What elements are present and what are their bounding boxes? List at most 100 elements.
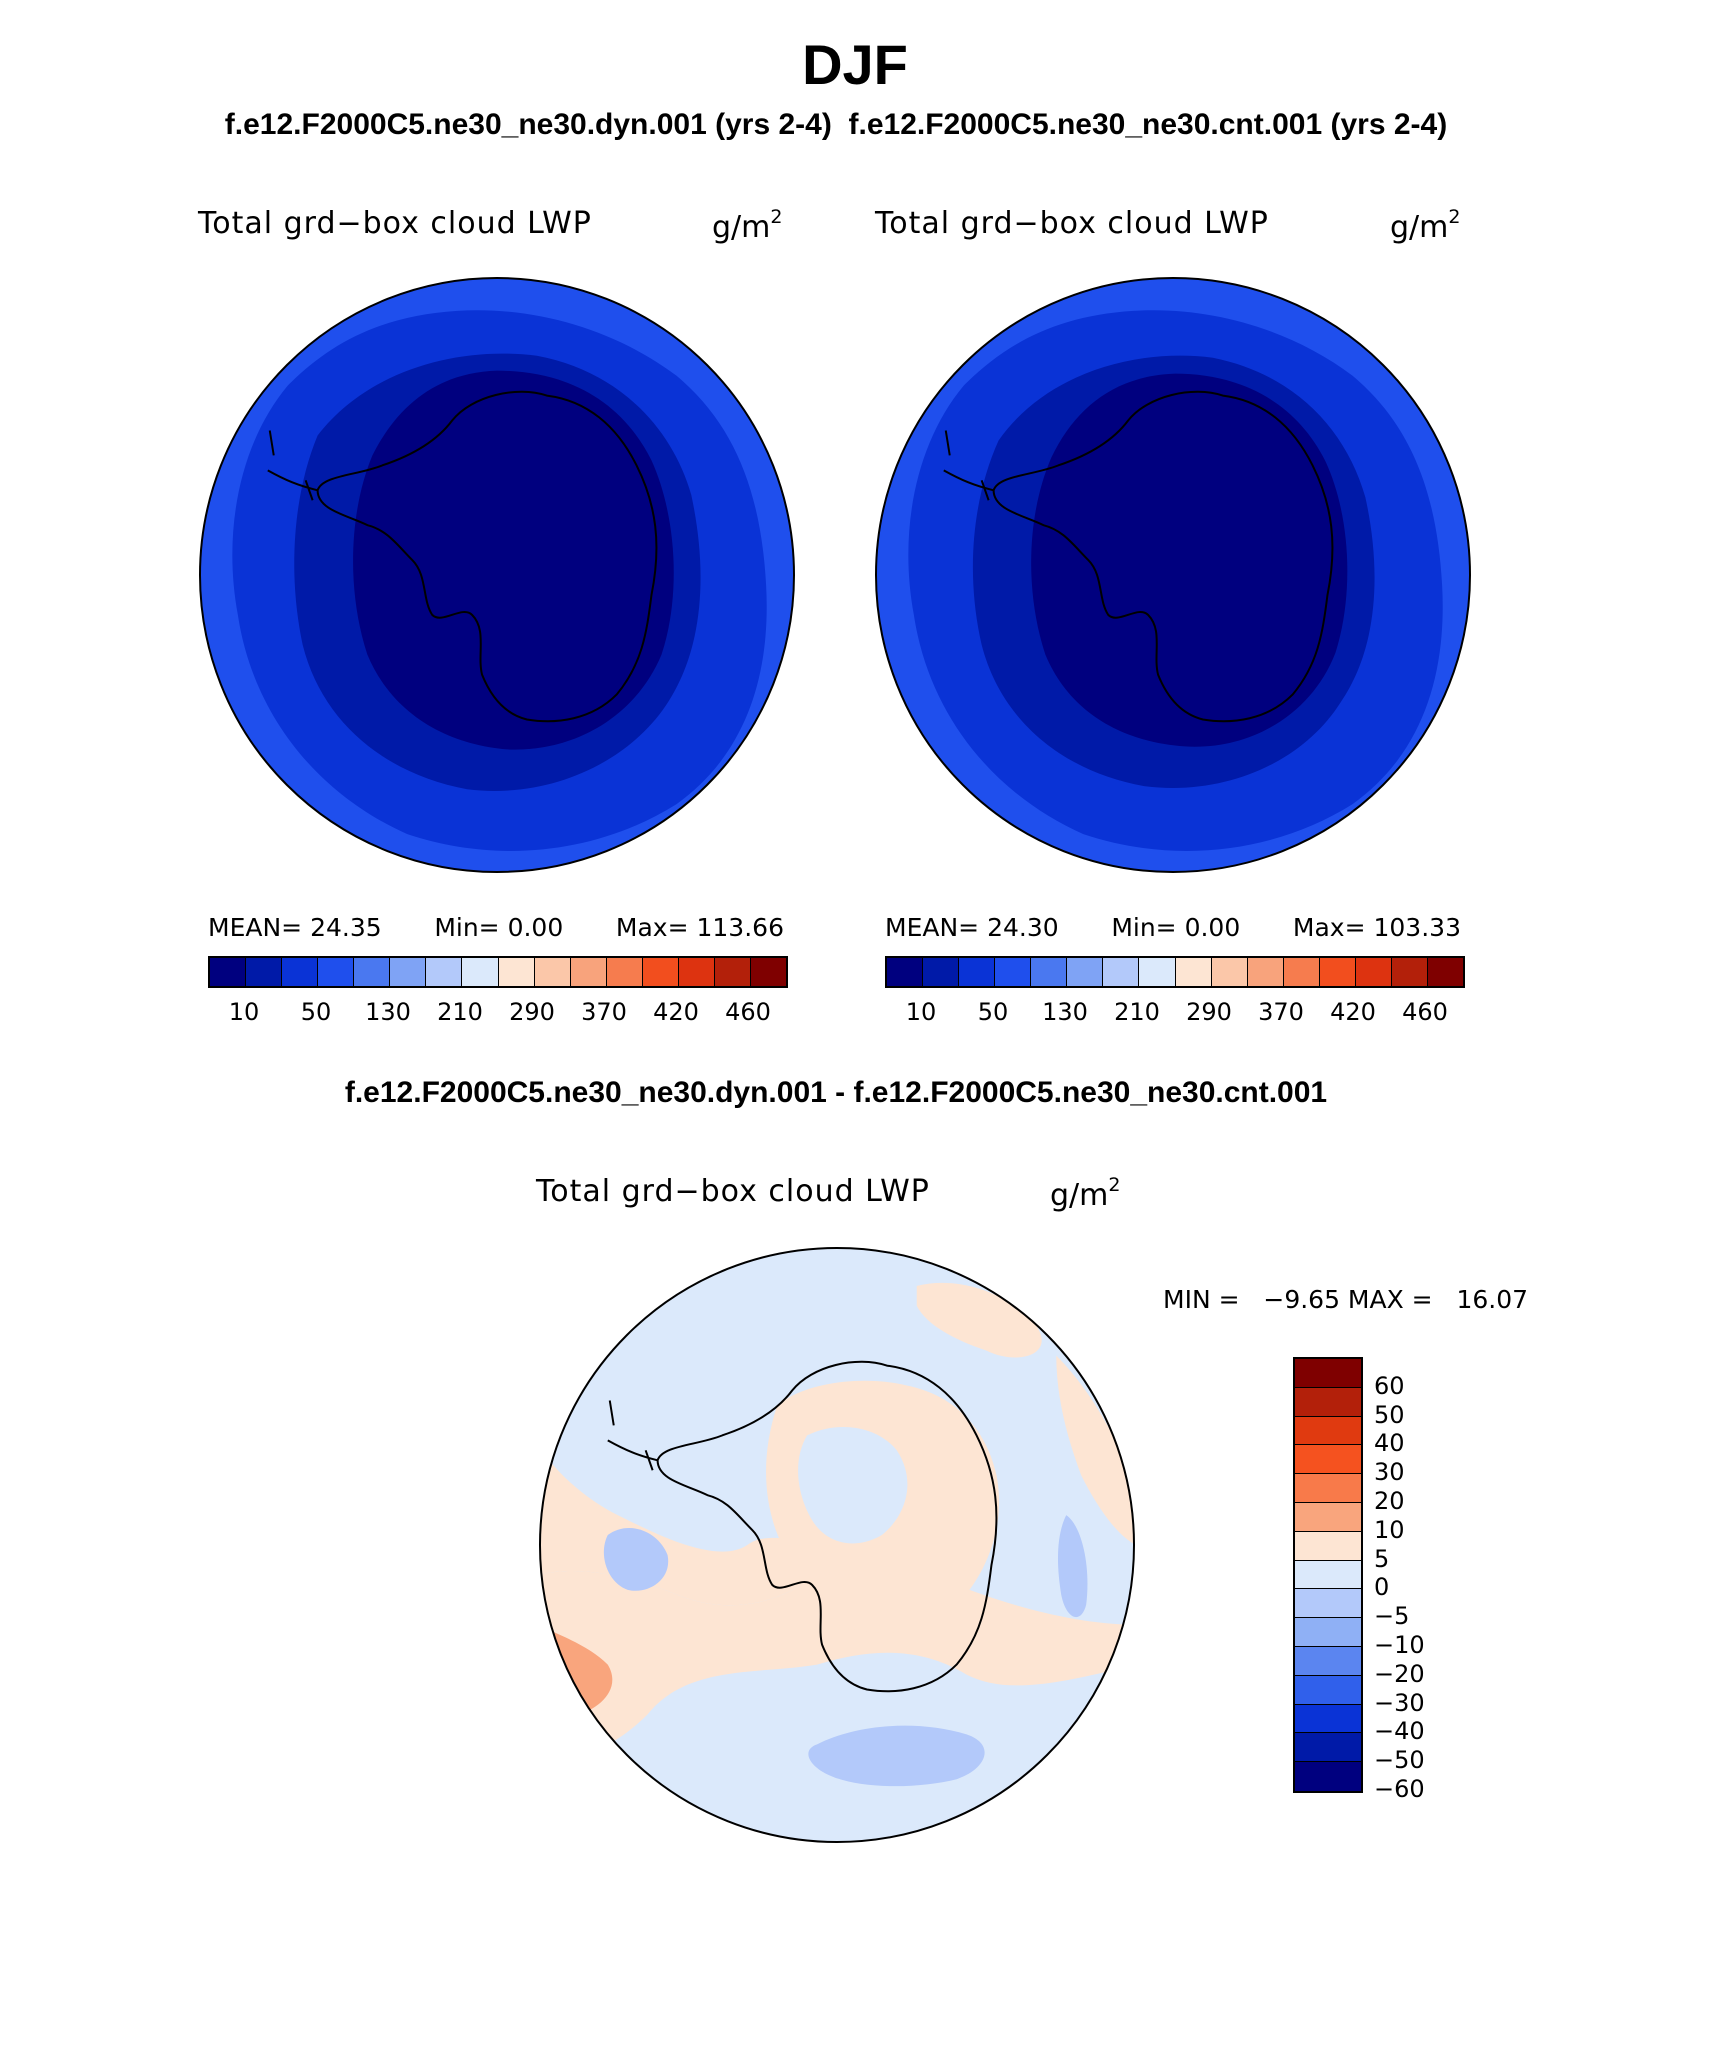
left-antarctica-outline [316, 390, 658, 723]
diff-minmax: MIN = −9.65 MAX = 16.07 [1163, 1285, 1529, 1314]
left-colorbar-swatch [570, 958, 607, 986]
right-colorbar-swatch [1103, 958, 1140, 986]
diff-colorbar-tick-label: 30 [1374, 1458, 1405, 1487]
left-colorbar-swatch [210, 958, 247, 986]
right-antarctica-outline [992, 390, 1334, 723]
diff-colorbar-tick-label: −5 [1374, 1602, 1410, 1631]
diff-peninsula-outline [607, 1400, 658, 1471]
diff-colorbar-swatch [1295, 1387, 1361, 1417]
diff-positive-patch [916, 1282, 1042, 1358]
difference-heading: f.e12.F2000C5.ne30_ne30.dyn.001 - f.e12.… [344, 1076, 1328, 1109]
diff-colorbar-tick-label: 40 [1374, 1429, 1405, 1458]
right-band-core [1031, 373, 1348, 747]
left-colorbar-swatch [498, 958, 535, 986]
diff-panel-title: Total grd−box cloud LWP [536, 1174, 930, 1209]
right-max-value: 103.33 [1373, 913, 1461, 942]
left-map [198, 276, 796, 874]
left-band-core [353, 370, 674, 750]
diff-colorbar-tick-label: −30 [1374, 1688, 1425, 1717]
diff-colorbar-swatch [1295, 1359, 1361, 1388]
right-colorbar-swatch [1067, 958, 1104, 986]
right-colorbar-tick-label: 420 [1330, 998, 1376, 1026]
left-colorbar-tick-label: 420 [653, 998, 699, 1026]
diff-colorbar-tick-label: −40 [1374, 1717, 1425, 1746]
diff-positive-patch [1056, 1355, 1135, 1545]
diff-colorbar-swatch [1295, 1675, 1361, 1705]
left-colorbar-swatch [750, 958, 786, 986]
diff-positive-patch [539, 1571, 1135, 1765]
right-colorbar-tick-label: 460 [1402, 998, 1448, 1026]
left-colorbar-tick-label: 290 [509, 998, 555, 1026]
diff-colorbar-swatch [1295, 1445, 1361, 1475]
left-colorbar-tick-label: 460 [725, 998, 771, 1026]
left-colorbar-tick-label: 10 [228, 998, 260, 1026]
left-colorbar-swatch [246, 958, 283, 986]
right-colorbar-swatch [887, 958, 924, 986]
diff-negative-patch [1057, 1515, 1088, 1618]
diff-map [538, 1246, 1136, 1844]
diff-colorbar-swatch [1295, 1531, 1361, 1561]
right-colorbar-swatch [1283, 958, 1320, 986]
diff-colorbar-tick-label: 5 [1374, 1544, 1390, 1573]
left-colorbar-swatch [426, 958, 463, 986]
right-colorbar-tick-label: 10 [905, 998, 937, 1026]
case-names: f.e12.F2000C5.ne30_ne30.dyn.001 (yrs 2-4… [0, 108, 1672, 142]
right-panel-title: Total grd−box cloud LWP [875, 206, 1269, 241]
right-colorbar-swatch [1211, 958, 1248, 986]
left-map-border [198, 276, 796, 874]
case-left-name: f.e12.F2000C5.ne30_ne30.dyn.001 (yrs 2-4… [224, 108, 832, 141]
right-colorbar-swatch [1031, 958, 1068, 986]
left-colorbar-swatch [678, 958, 715, 986]
left-colorbar-swatch [534, 958, 571, 986]
diff-colorbar-tick-label: −10 [1374, 1631, 1425, 1659]
left-colorbar-swatch [714, 958, 751, 986]
left-peninsula-outline [267, 430, 318, 501]
diff-colorbar-swatch [1295, 1618, 1361, 1647]
diff-colorbar-swatch [1295, 1474, 1361, 1503]
right-peninsula-outline [943, 430, 994, 501]
right-map [874, 276, 1472, 874]
left-colorbar-tick-label: 370 [581, 998, 627, 1026]
diff-colorbar-tick-label: −20 [1374, 1659, 1425, 1688]
left-mean-value: 24.35 [310, 913, 382, 942]
right-colorbar-swatch [1391, 958, 1428, 986]
right-colorbar-swatch [1355, 958, 1392, 986]
diff-colorbar [1293, 1357, 1363, 1793]
diff-colorbar-swatch [1295, 1589, 1361, 1619]
left-min-value: 0.00 [507, 913, 564, 942]
diff-panel-units: g/m2 [1050, 1174, 1121, 1213]
left-panel-units: g/m2 [712, 206, 783, 245]
left-colorbar-swatch [318, 958, 355, 986]
left-colorbar-swatch [390, 958, 427, 986]
right-colorbar-swatch [923, 958, 960, 986]
diff-colorbar-ticks: 60 50 40 30 20 10 5 0 −5 −10 −20 −30 −40 −50 −60 [1374, 1357, 1454, 1803]
diff-colorbar-swatch [1295, 1502, 1361, 1532]
left-panel-title: Total grd−box cloud LWP [198, 206, 592, 241]
left-max-value: 113.66 [696, 913, 784, 942]
diff-colorbar-tick-label: 60 [1374, 1371, 1405, 1400]
diff-colorbar-swatch [1295, 1704, 1361, 1734]
diff-colorbar-swatch [1295, 1762, 1361, 1791]
right-colorbar-swatch [1319, 958, 1356, 986]
left-colorbar-ticks: 10 50 130 210 290 370 420 460 [208, 998, 784, 1028]
right-map-border [874, 276, 1472, 874]
diff-colorbar-tick-label: 20 [1374, 1487, 1405, 1515]
right-mean-value: 24.30 [987, 913, 1059, 942]
right-colorbar-tick-label: 370 [1258, 998, 1304, 1026]
page-title: DJF [802, 33, 908, 96]
diff-colorbar-swatch [1295, 1733, 1361, 1763]
right-colorbar-swatch [995, 958, 1032, 986]
right-colorbar [885, 956, 1465, 988]
right-colorbar-swatch [1427, 958, 1463, 986]
right-colorbar-tick-label: 130 [1042, 998, 1088, 1026]
left-stats: MEAN= 24.35 Min= 0.00 Max= 113.66 [208, 913, 784, 942]
diff-colorbar-swatch [1295, 1416, 1361, 1446]
right-colorbar-swatch [1139, 958, 1176, 986]
diff-colorbar-tick-label: 10 [1374, 1515, 1405, 1544]
right-min-value: 0.00 [1184, 913, 1241, 942]
diff-colorbar-swatch [1295, 1560, 1361, 1590]
left-colorbar [208, 956, 788, 988]
diff-colorbar-tick-label: −50 [1374, 1746, 1425, 1775]
left-colorbar-tick-label: 210 [437, 998, 483, 1026]
left-colorbar-swatch [282, 958, 319, 986]
